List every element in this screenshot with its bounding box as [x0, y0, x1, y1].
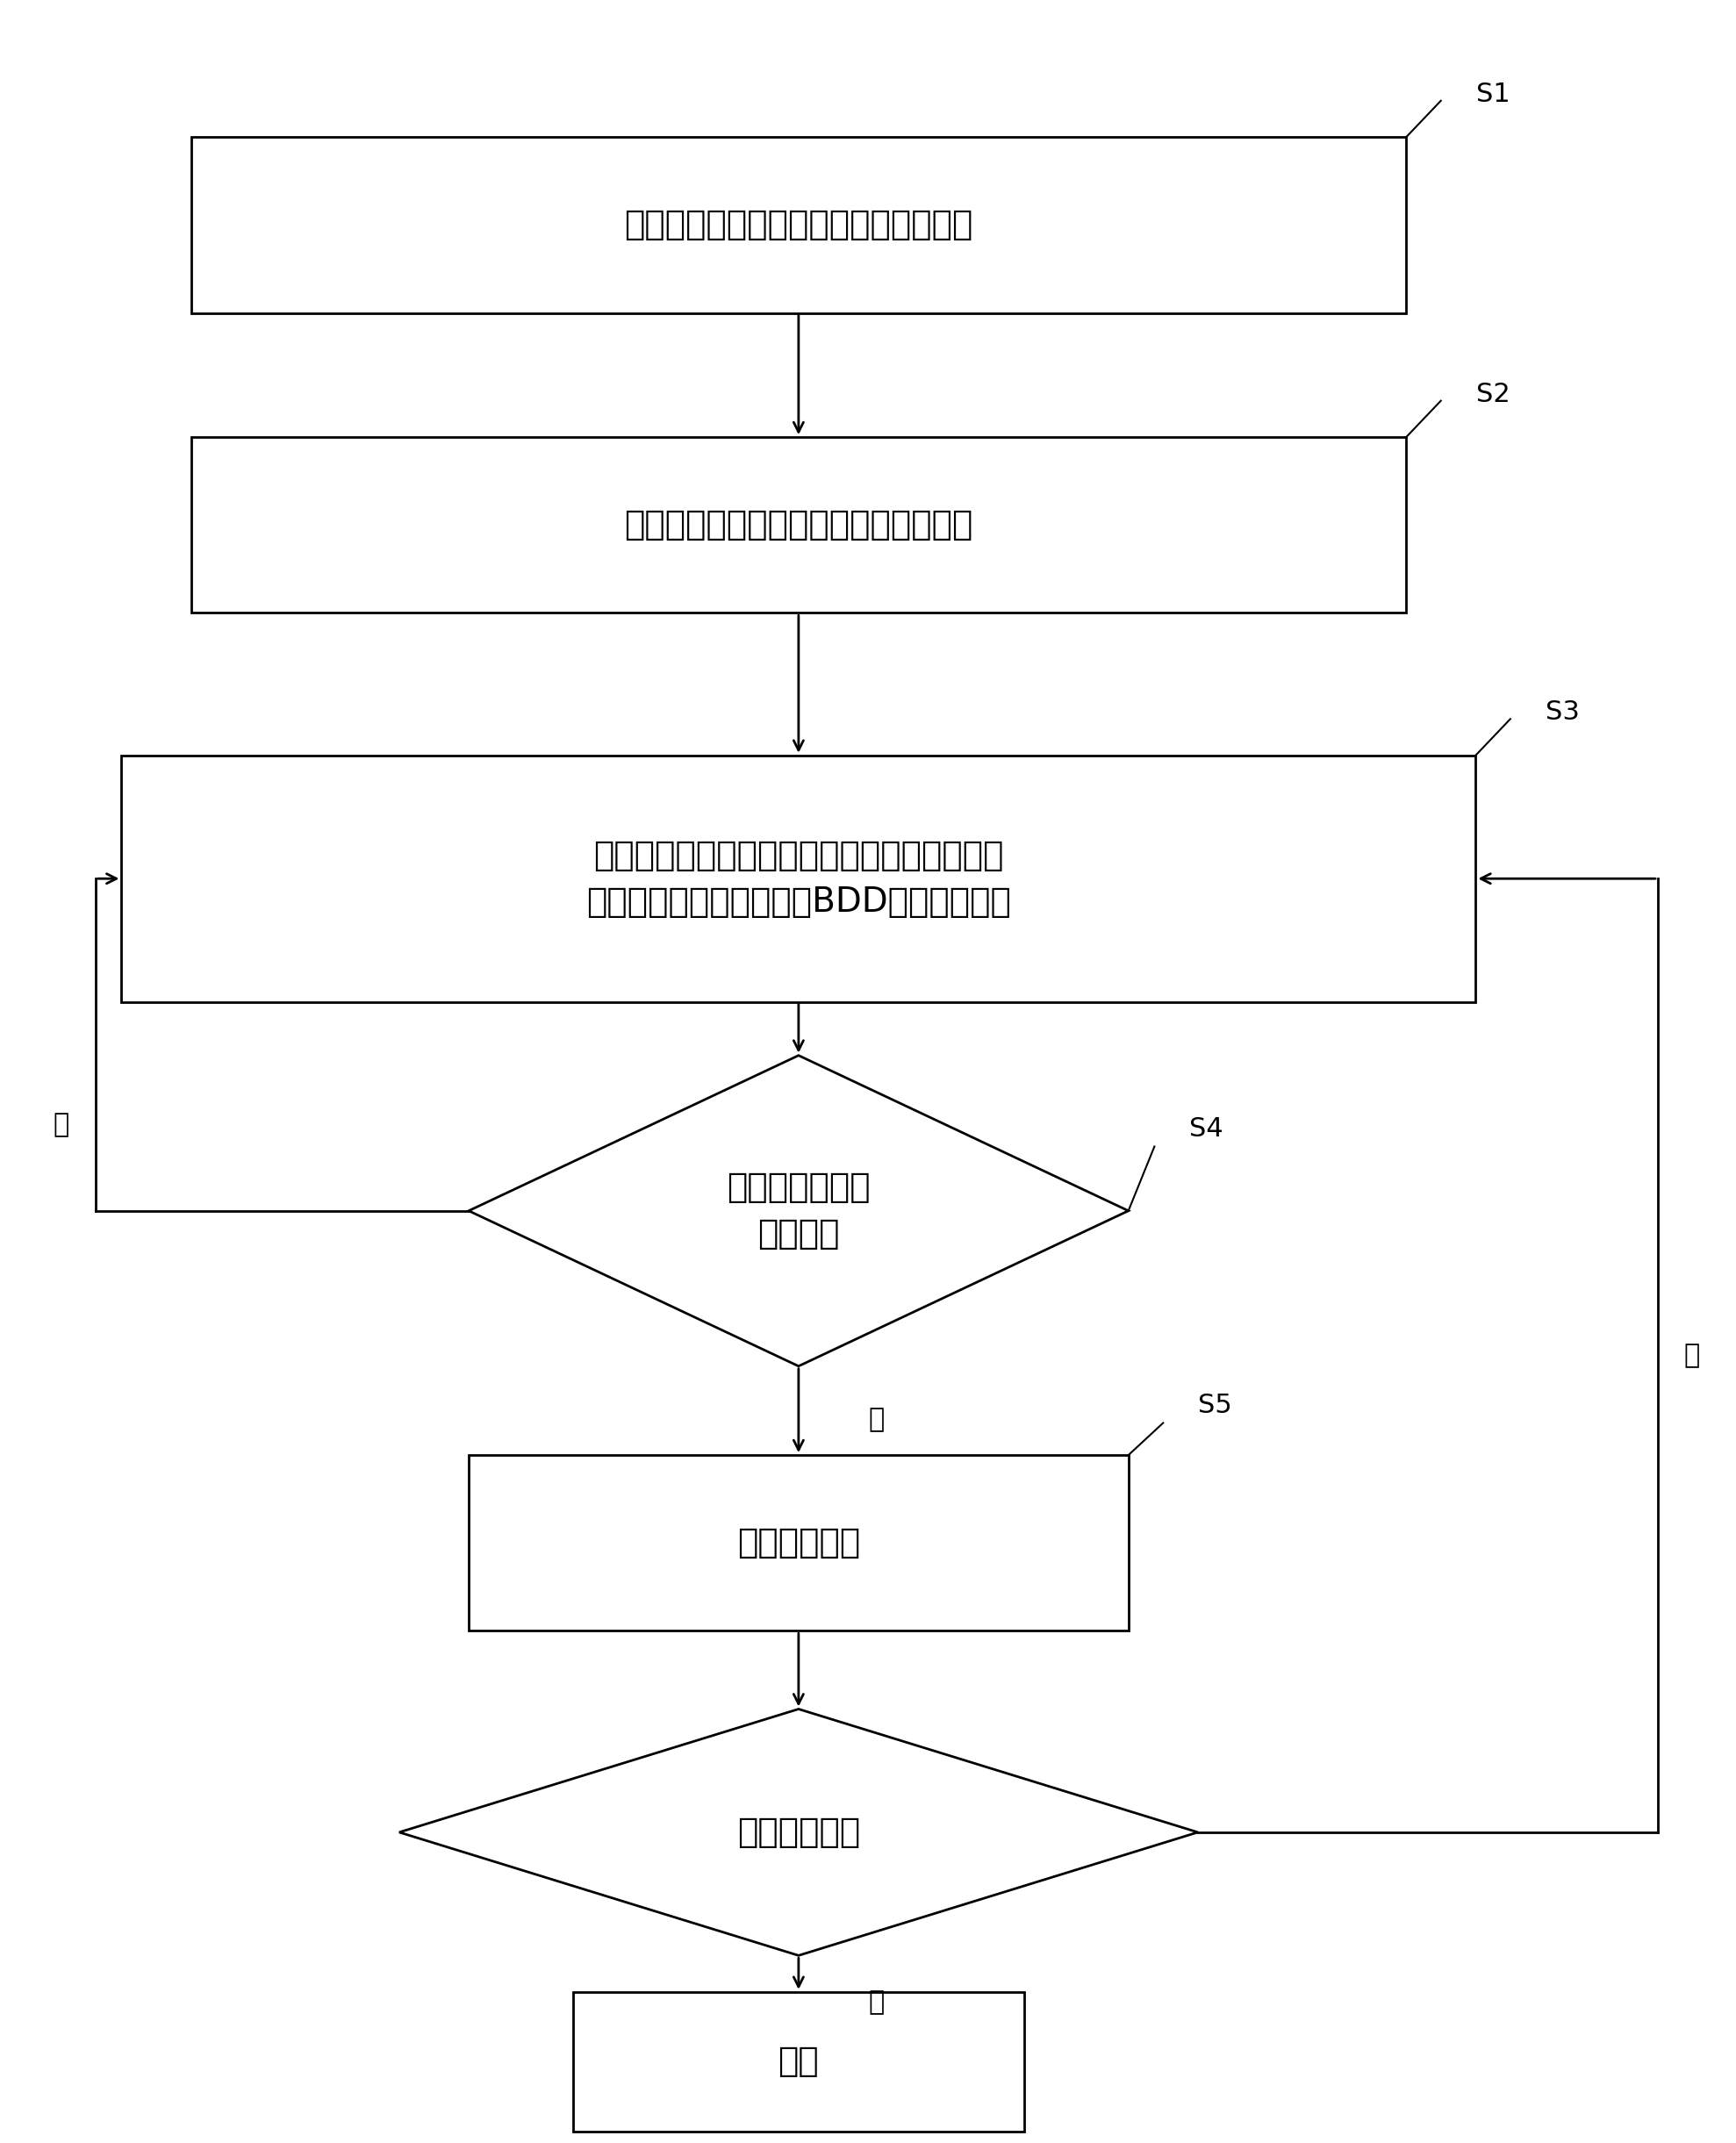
FancyBboxPatch shape [191, 137, 1406, 313]
Text: 否: 否 [54, 1112, 69, 1138]
Text: 是: 是 [868, 1991, 884, 2014]
Text: 否: 否 [1684, 1344, 1700, 1367]
Text: S1: S1 [1476, 81, 1510, 107]
FancyBboxPatch shape [122, 756, 1476, 1001]
Text: S2: S2 [1476, 381, 1510, 407]
Text: 是: 是 [868, 1408, 884, 1432]
Text: 保留: 保留 [778, 2044, 819, 2079]
Polygon shape [399, 1710, 1198, 1954]
FancyBboxPatch shape [573, 1993, 1024, 2130]
FancyBboxPatch shape [191, 437, 1406, 613]
Text: 是否为最长栈: 是否为最长栈 [738, 1815, 859, 1849]
Text: 将栈进行保存: 将栈进行保存 [738, 1526, 859, 1560]
Text: 获取数字逻辑电路中的关键路径初始点: 获取数字逻辑电路中的关键路径初始点 [625, 508, 972, 542]
Text: 基于迭代函数迭代所述门级电路中的逻辑门，
并将迭代后的逻辑门转成BDD节点压入栈中: 基于迭代函数迭代所述门级电路中的逻辑门， 并将迭代后的逻辑门转成BDD节点压入栈… [587, 838, 1010, 919]
Polygon shape [469, 1056, 1128, 1367]
Text: 是否迭代到寄存
器的输入: 是否迭代到寄存 器的输入 [727, 1170, 870, 1252]
Text: 将输入的数字逻辑电路转化成门级电路: 将输入的数字逻辑电路转化成门级电路 [625, 208, 972, 242]
FancyBboxPatch shape [469, 1455, 1128, 1631]
Text: S3: S3 [1545, 701, 1580, 724]
Text: S5: S5 [1198, 1393, 1233, 1419]
Text: S4: S4 [1189, 1117, 1224, 1142]
